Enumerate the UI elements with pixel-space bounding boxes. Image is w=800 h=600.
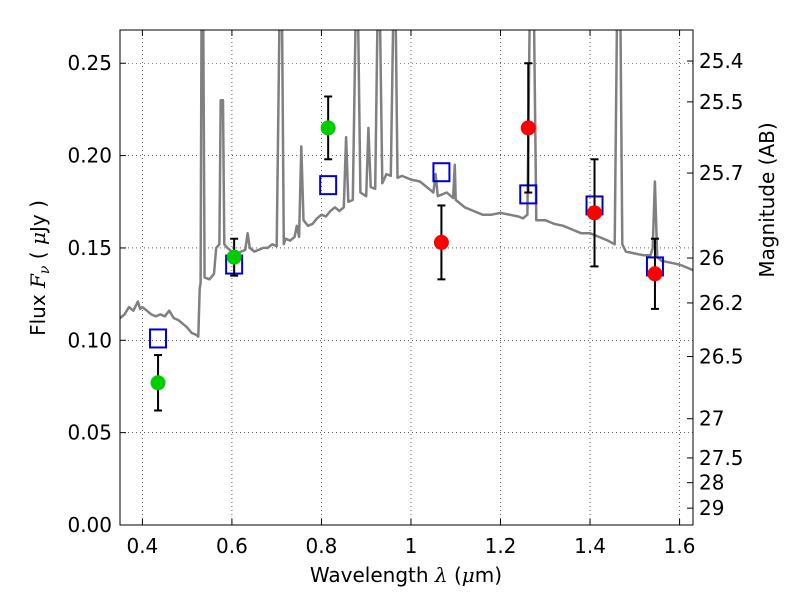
mag-tick-label: 26.5 [699,345,744,369]
x-tick-label: 0.8 [306,534,338,558]
y-tick-label: 0.15 [67,236,112,260]
data-point [587,205,603,221]
mag-tick-label: 25.7 [699,161,744,185]
x-tick-label: 0.6 [216,534,248,558]
plot-frame [119,29,694,526]
mag-tick-label: 29 [699,496,724,520]
data-point [320,120,336,136]
mag-tick-label: 25.5 [699,90,744,114]
data-point [226,249,242,265]
data-point [433,234,449,250]
mag-tick-label: 26 [699,246,724,270]
mag-tick-label: 25.4 [699,49,744,73]
mag-tick-label: 27.5 [699,446,744,470]
axis-ticks: 0.4 0.6 0.8 1 1.2 1.4 1.6 0.00 0.05 0.10 0.15 0.20 0… [67,30,744,558]
x-tick-label: 1.4 [574,534,606,558]
model-photometry-square [319,175,338,196]
mag-tick-label: 28 [699,471,724,495]
y-tick-label: 0.05 [67,421,112,445]
x-tick-label: 1.2 [485,534,517,558]
y-tick-label: 0.10 [67,328,112,352]
data-point [520,120,536,136]
y-axis-label: Flux Fν ( μJy ) [26,200,54,336]
model-photometry-square [432,162,451,183]
x-tick-label: 1.6 [664,534,696,558]
model-spectrum-layer [120,30,693,338]
y2-axis-label: Magnitude (AB) [755,122,779,277]
data-point [150,375,166,391]
data-points-layer [149,62,664,412]
y-tick-label: 0.25 [67,51,112,75]
y-tick-label: 0.20 [67,144,112,168]
data-point [647,266,663,282]
y-tick-label: 0.00 [67,513,112,537]
x-tick-label: 0.4 [126,534,158,558]
mag-tick-label: 26.2 [699,291,744,315]
x-axis-label: Wavelength λ (μm) [310,563,502,587]
model-spectrum-line [120,30,693,338]
model-photometry-square [149,328,168,349]
mag-tick-label: 27 [699,407,724,431]
x-tick-label: 1 [405,534,418,558]
grid [120,30,693,526]
